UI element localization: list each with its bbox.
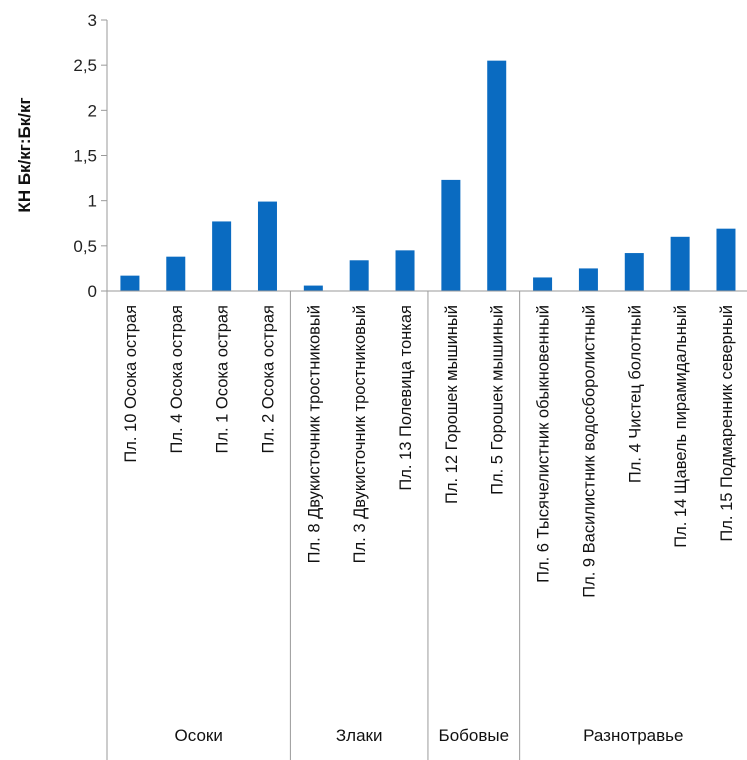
bar — [395, 250, 415, 291]
y-tick-label: 0,5 — [73, 237, 97, 256]
bar — [624, 253, 644, 291]
category-label: Пл. 9 Василистник водосборолистный — [580, 305, 598, 598]
bar — [212, 221, 232, 291]
bar — [578, 268, 598, 291]
y-tick-label: 0 — [88, 282, 97, 301]
category-label: Пл. 5 Горошек мышиный — [489, 305, 507, 495]
category-label: Пл. 4 Осока острая — [168, 305, 186, 453]
y-tick-label: 1 — [88, 192, 97, 211]
category-label: Пл. 4 Чистец болотный — [626, 305, 644, 483]
bar — [303, 285, 323, 291]
y-axis-label: КН Бк/кг:Бк/кг — [15, 97, 34, 212]
y-tick-label: 3 — [88, 11, 97, 30]
bar — [441, 179, 461, 291]
group-label: Злаки — [336, 726, 383, 745]
group-label: Бобовые — [439, 726, 510, 745]
bar — [533, 277, 553, 291]
bar — [716, 228, 736, 291]
category-label: Пл. 15 Подмаренник северный — [718, 305, 736, 542]
category-label: Пл. 14 Щавель пирамидальный — [672, 305, 690, 548]
bar — [166, 256, 186, 291]
category-label: Пл. 3 Двукисточник тростниковый — [351, 305, 369, 563]
group-label: Осоки — [175, 726, 223, 745]
category-label: Пл. 6 Тысячелистник обыкновенный — [535, 305, 553, 583]
bar — [487, 60, 507, 292]
y-tick-label: 2 — [88, 101, 97, 120]
bar — [120, 275, 140, 291]
y-tick-label: 1,5 — [73, 147, 97, 166]
bars — [120, 60, 736, 292]
category-label: Пл. 10 Осока острая — [122, 305, 140, 463]
category-label: Пл. 1 Осока острая — [214, 305, 232, 453]
bar — [349, 260, 369, 291]
bar — [257, 201, 277, 291]
group-label: Разнотравье — [583, 726, 683, 745]
x-axis: Пл. 10 Осока острая Пл. 4 Осока острая Пл.… — [107, 290, 747, 760]
y-tick-label: 2,5 — [73, 56, 97, 75]
category-label: Пл. 13 Полевица тонкая — [397, 305, 415, 491]
bar — [670, 236, 690, 291]
category-label: Пл. 8 Двукисточник тростниковый — [305, 305, 323, 563]
category-label: Пл. 2 Осока острая — [259, 305, 277, 453]
y-axis: 0 0,5 1 1,5 2 2,5 3 — [73, 11, 108, 760]
category-label: Пл. 12 Горошек мышиный — [443, 305, 461, 504]
